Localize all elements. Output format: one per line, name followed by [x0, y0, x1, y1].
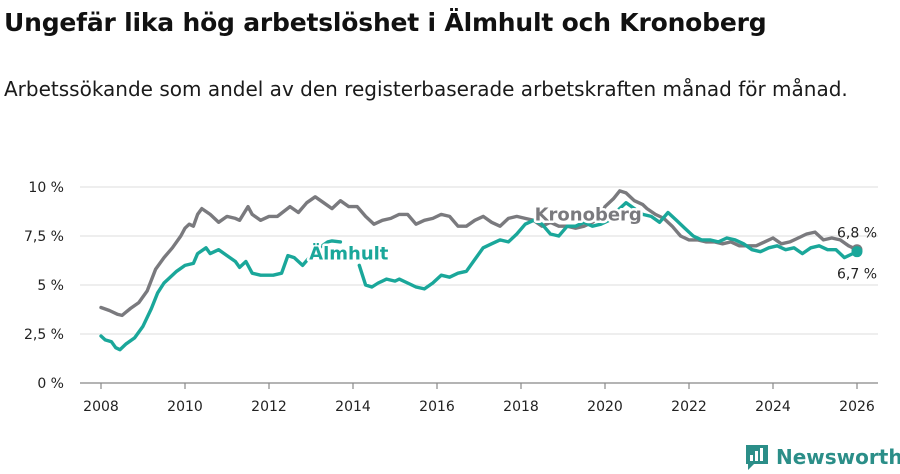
x-tick-label: 2010	[167, 399, 203, 415]
y-tick-label: 5 %	[37, 278, 64, 294]
x-tick-label: 2014	[335, 399, 371, 415]
y-tick-label: 7,5 %	[24, 229, 64, 245]
series-lines	[99, 189, 863, 352]
x-tick-label: 2024	[755, 399, 791, 415]
series-label-almhult: Älmhult	[309, 243, 389, 265]
x-tick-label: 2020	[587, 399, 623, 415]
series-line-almhult-2	[357, 201, 859, 291]
x-tick-label: 2012	[251, 399, 287, 415]
series-line-almhult	[99, 239, 343, 352]
gridlines	[80, 186, 878, 335]
chart-subtitle: Arbetssökande som andel av den registerb…	[4, 77, 848, 101]
series-line-kronoberg	[99, 189, 859, 318]
axes: 0 % 2,5 % 5 % 7,5 % 10 % 2008 2010 2012 2014 2016…	[24, 180, 878, 415]
y-tick-label: 2,5 %	[24, 327, 64, 343]
series-labels: Kronoberg Älmhult 6,8 % 6,7 %	[307, 202, 877, 283]
end-value-label-kronoberg: 6,8 %	[837, 226, 877, 242]
x-tick-label: 2018	[503, 399, 539, 415]
y-tick-label: 0 %	[37, 376, 64, 392]
y-tick-label: 10 %	[28, 180, 64, 196]
end-value-label-almhult: 6,7 %	[837, 267, 877, 283]
chart-title: Ungefär lika hög arbetslöshet i Älmhult …	[4, 8, 767, 37]
series-label-kronoberg: Kronoberg	[535, 204, 642, 225]
newsworthy-brand[interactable]: Newsworthy	[744, 441, 900, 473]
x-tick-label: 2008	[83, 399, 119, 415]
x-tick-label: 2022	[671, 399, 707, 415]
x-tick-label: 2016	[419, 399, 455, 415]
newsworthy-logo-icon	[746, 445, 768, 470]
brand-name: Newsworthy	[776, 445, 900, 469]
x-tick-label: 2026	[839, 399, 875, 415]
end-marker-almhult	[851, 246, 863, 258]
